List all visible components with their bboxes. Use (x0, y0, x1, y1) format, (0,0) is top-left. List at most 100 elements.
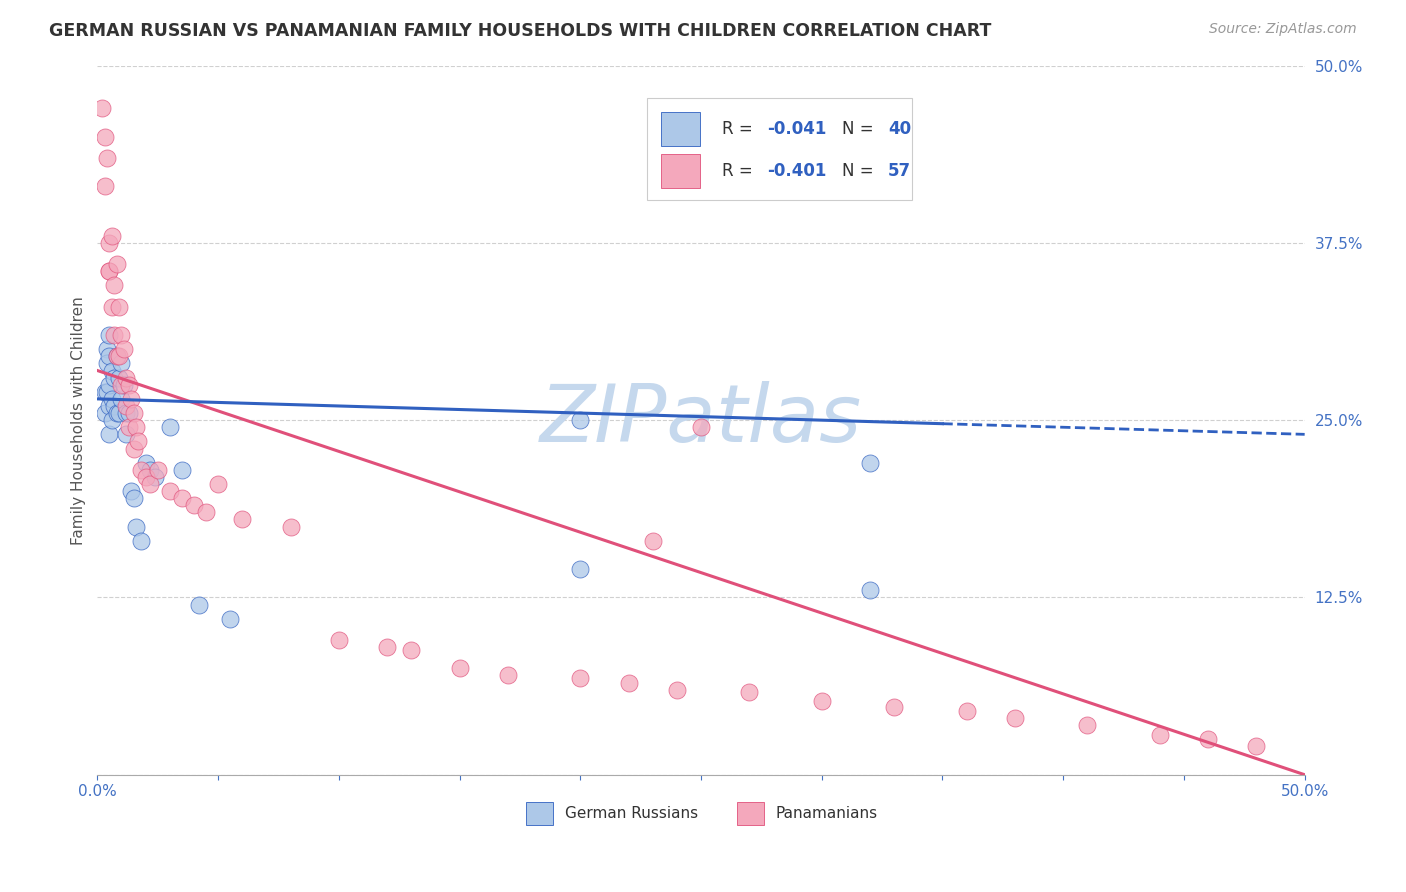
Point (118, 420, 141, 434)
Point (1149, 728, 1171, 742)
Point (122, 491, 145, 505)
Point (103, 278, 125, 293)
Point (569, 413, 592, 427)
Text: Panamanians: Panamanians (776, 806, 877, 822)
Point (108, 300, 131, 314)
Point (569, 671, 592, 685)
Point (96, 151, 118, 165)
Point (129, 463, 152, 477)
Point (955, 704, 977, 718)
Point (569, 562, 592, 576)
Point (105, 349, 128, 363)
Text: R =: R = (721, 120, 758, 137)
Point (110, 377, 132, 392)
Point (139, 463, 162, 477)
Point (108, 349, 131, 363)
Point (93, 129, 115, 144)
Point (110, 356, 132, 370)
Point (170, 491, 193, 505)
Point (207, 477, 229, 491)
Point (135, 456, 157, 470)
Point (159, 420, 181, 434)
Point (103, 328, 125, 343)
Point (101, 363, 124, 377)
Text: N =: N = (842, 161, 879, 179)
Point (690, 420, 713, 434)
Point (98, 349, 121, 363)
Point (110, 328, 132, 343)
Point (170, 463, 193, 477)
Point (187, 598, 209, 612)
Point (101, 413, 124, 427)
Text: N =: N = (842, 120, 879, 137)
Point (93, 179, 115, 194)
Text: 57: 57 (889, 161, 911, 179)
Point (98, 377, 121, 392)
Point (93, 384, 115, 399)
Point (101, 228, 124, 243)
Point (641, 533, 664, 548)
Text: -0.401: -0.401 (768, 161, 827, 179)
Point (96, 384, 118, 399)
Text: -0.041: -0.041 (768, 120, 827, 137)
Point (115, 399, 138, 413)
Point (219, 612, 242, 626)
Point (91, 101, 114, 115)
Point (98, 235, 121, 250)
Point (98, 264, 121, 278)
Point (859, 456, 882, 470)
Point (118, 377, 141, 392)
Point (135, 470, 157, 484)
Point (98, 399, 121, 413)
Point (96, 356, 118, 370)
Point (105, 349, 128, 363)
Point (115, 427, 138, 442)
Point (328, 632, 350, 647)
FancyBboxPatch shape (647, 97, 912, 201)
Text: ZIPatlas: ZIPatlas (540, 381, 862, 459)
Point (125, 420, 148, 434)
Point (125, 519, 148, 533)
Text: German Russians: German Russians (565, 806, 697, 822)
Point (665, 682, 688, 697)
FancyBboxPatch shape (661, 153, 700, 187)
Point (280, 519, 302, 533)
Point (1197, 732, 1219, 747)
Point (105, 406, 128, 420)
Point (101, 300, 124, 314)
Point (103, 370, 125, 384)
Point (101, 392, 124, 406)
Point (231, 512, 253, 526)
Point (1246, 739, 1268, 754)
Point (449, 661, 471, 675)
Point (738, 685, 761, 699)
Point (98, 264, 121, 278)
Point (108, 406, 131, 420)
Point (103, 399, 125, 413)
FancyBboxPatch shape (737, 803, 763, 825)
Point (183, 498, 205, 512)
Point (139, 477, 162, 491)
Point (105, 257, 128, 271)
Point (129, 533, 152, 548)
Point (617, 675, 640, 690)
Point (1076, 718, 1098, 732)
Point (195, 505, 218, 519)
Point (108, 370, 131, 384)
Point (93, 406, 115, 420)
Point (110, 392, 132, 406)
Y-axis label: Family Households with Children: Family Households with Children (72, 296, 86, 544)
Point (98, 328, 121, 343)
Point (96, 343, 118, 357)
Point (146, 463, 169, 477)
Point (159, 484, 181, 499)
Text: Source: ZipAtlas.com: Source: ZipAtlas.com (1209, 22, 1357, 37)
Point (98, 427, 121, 442)
Point (112, 343, 135, 357)
FancyBboxPatch shape (526, 803, 553, 825)
Point (118, 406, 141, 420)
Point (859, 583, 882, 598)
Point (883, 699, 905, 714)
Point (120, 392, 142, 406)
Text: 40: 40 (889, 120, 911, 137)
